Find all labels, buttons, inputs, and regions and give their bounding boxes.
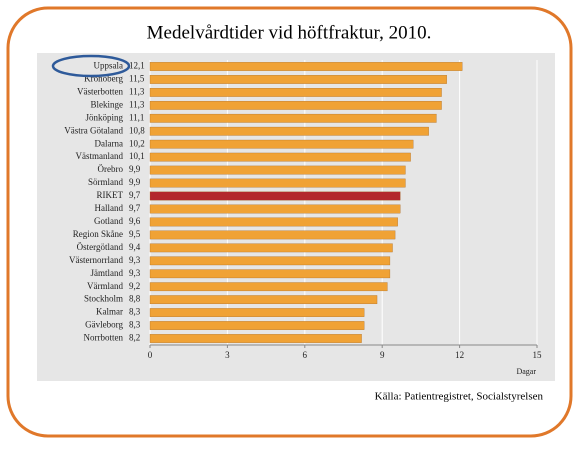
bar xyxy=(149,100,442,110)
highlight-ellipse xyxy=(51,54,131,78)
category-label: Norrbotten xyxy=(84,333,124,343)
value-label: 9,3 xyxy=(129,255,141,265)
value-label: 9,7 xyxy=(129,190,141,200)
bar xyxy=(149,334,362,343)
bar xyxy=(149,191,401,201)
value-label: 9,2 xyxy=(129,281,140,291)
value-label: 10,1 xyxy=(129,151,145,161)
category-label: Östergötland xyxy=(77,242,124,252)
category-label: Kalmar xyxy=(96,307,123,317)
category-label: Gotland xyxy=(94,216,123,226)
bar xyxy=(149,308,365,317)
value-label: 10,2 xyxy=(129,138,145,148)
value-label: 9,7 xyxy=(129,203,141,213)
category-label: Uppsala xyxy=(94,61,124,71)
value-label: 9,4 xyxy=(129,242,141,252)
bar xyxy=(149,282,388,292)
category-label: Region Skåne xyxy=(73,229,123,239)
bar xyxy=(149,295,378,305)
value-label: 9,6 xyxy=(129,216,141,226)
category-label: Jönköping xyxy=(85,112,123,122)
bar xyxy=(149,243,393,253)
bar xyxy=(149,230,396,240)
bar xyxy=(149,62,463,71)
bar xyxy=(149,178,406,188)
value-label: 8,3 xyxy=(129,307,141,317)
category-label: RIKET xyxy=(97,190,124,200)
bar xyxy=(149,217,398,227)
bar xyxy=(149,75,447,84)
x-tick-label: 12 xyxy=(455,350,464,360)
value-label: 9,9 xyxy=(129,164,141,174)
bar xyxy=(149,152,411,162)
x-tick-label: 3 xyxy=(225,350,230,360)
value-label: 11,3 xyxy=(129,99,145,109)
value-label: 8,8 xyxy=(129,294,141,304)
category-label: Värmland xyxy=(87,281,123,291)
category-label: Gävleborg xyxy=(85,320,123,330)
bar xyxy=(149,126,429,136)
value-label: 9,9 xyxy=(129,177,141,187)
bar xyxy=(149,139,414,149)
x-tick-label: 9 xyxy=(380,350,385,360)
category-label: Stockholm xyxy=(84,294,123,304)
value-label: 11,3 xyxy=(129,86,145,96)
bar xyxy=(149,88,442,97)
value-label: 11,5 xyxy=(129,73,145,83)
category-label: Västra Götaland xyxy=(64,125,123,135)
category-label: Västmanland xyxy=(76,151,124,161)
x-axis-label: Dagar xyxy=(516,367,536,376)
bar xyxy=(149,269,391,279)
value-label: 8,2 xyxy=(129,333,140,343)
category-label: Västerbotten xyxy=(77,86,123,96)
value-label: 11,1 xyxy=(129,112,144,122)
source: Källa: Patientregistret, Socialstyrelsen xyxy=(375,391,544,403)
value-label: 8,3 xyxy=(129,320,141,330)
value-label: 9,5 xyxy=(129,229,141,239)
category-label: Sörmland xyxy=(88,177,123,187)
category-label: Örebro xyxy=(98,164,124,174)
x-tick-label: 15 xyxy=(533,350,543,360)
bar xyxy=(149,113,437,123)
bar xyxy=(149,256,391,266)
category-label: Blekinge xyxy=(91,99,124,109)
category-label: Dalarna xyxy=(95,138,123,148)
value-label: 10,8 xyxy=(129,125,145,135)
category-label: Halland xyxy=(95,203,124,213)
bar xyxy=(149,321,365,330)
x-tick-label: 6 xyxy=(303,350,308,360)
chart-title: Medelvårdtider vid höftfraktur, 2010. xyxy=(147,22,432,43)
bar xyxy=(149,204,401,214)
category-label: Jämtland xyxy=(91,268,124,278)
category-label: Västernorrland xyxy=(69,255,123,265)
category-label: Kronoberg xyxy=(84,73,123,83)
value-label: 9,3 xyxy=(129,268,141,278)
bar xyxy=(149,165,406,175)
x-tick-label: 0 xyxy=(148,350,153,360)
value-label: 12,1 xyxy=(129,61,145,71)
